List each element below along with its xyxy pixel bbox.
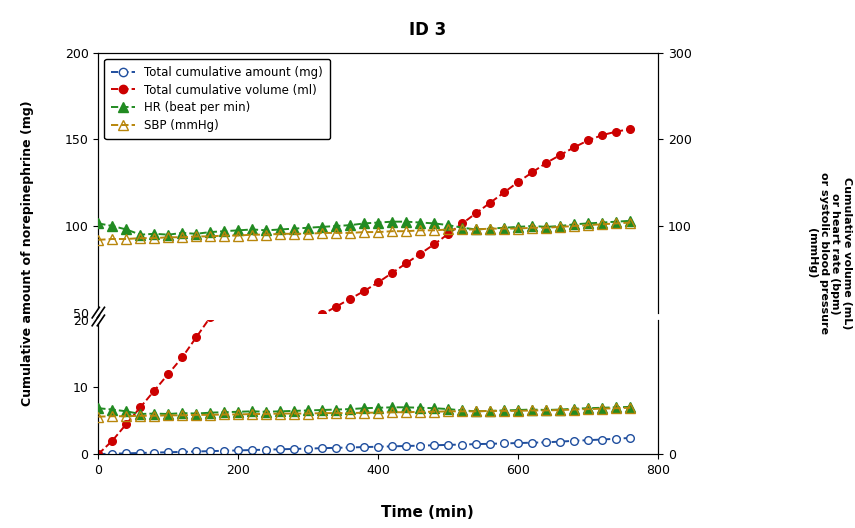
Text: Cumulative amount of norepinephrine (mg): Cumulative amount of norepinephrine (mg) xyxy=(21,101,34,406)
Text: ID 3: ID 3 xyxy=(409,21,446,39)
Legend: Total cumulative amount (mg), Total cumulative volume (ml), HR (beat per min), S: Total cumulative amount (mg), Total cumu… xyxy=(104,59,330,139)
Text: Time (min): Time (min) xyxy=(381,505,474,520)
Text: Cumulative volume (mL)
or heart rate (bpm)
or systolic blood pressure
(mmHg): Cumulative volume (mL) or heart rate (bp… xyxy=(807,173,852,334)
